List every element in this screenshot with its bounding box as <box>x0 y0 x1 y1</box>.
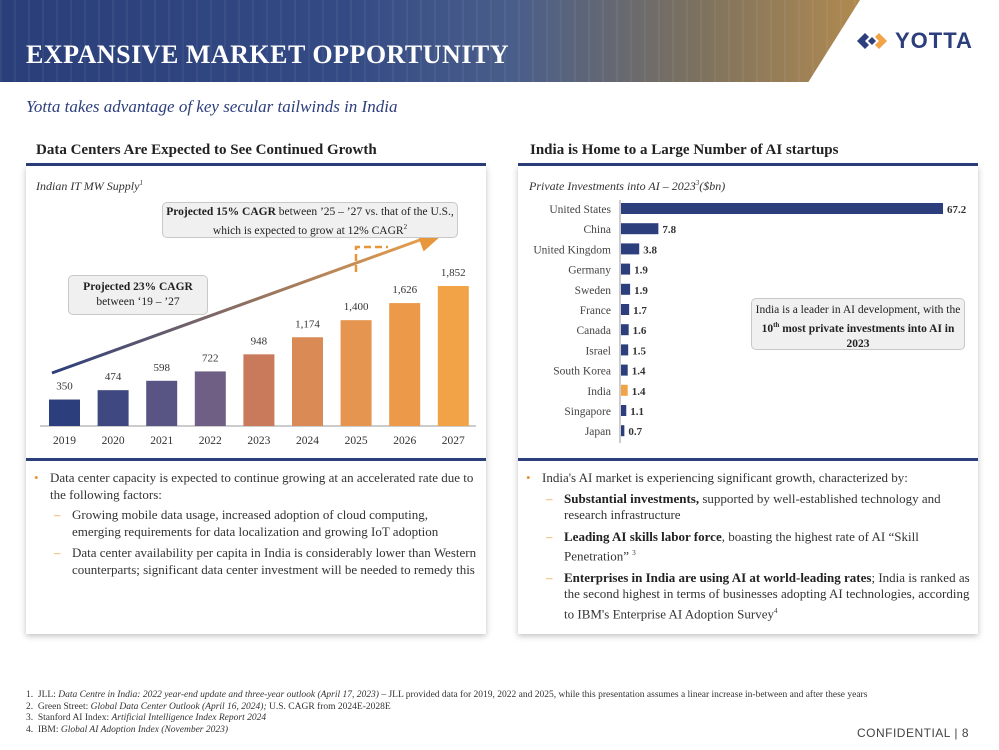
right-chart-label: Private Investments into AI – 20233($bn) <box>529 179 726 193</box>
left-sub-bullet: Data center availability per capita in I… <box>32 545 478 578</box>
confidential-page-number: CONFIDENTIAL | 8 <box>856 726 969 740</box>
footnote: 3. Stanford AI Index: Artificial Intelli… <box>26 713 267 723</box>
right-sub-bullet: Substantial investments, supported by we… <box>524 491 970 524</box>
cagr-15-callout: Projected 15% CAGR between ’25 – ’27 vs.… <box>162 202 458 238</box>
footnote: 1. JLL: Data Centre in India: 2022 year-… <box>26 690 868 700</box>
right-bullet-main: India's AI market is experiencing signif… <box>524 470 970 487</box>
page-title: EXPANSIVE MARKET OPPORTUNITY <box>26 40 510 69</box>
right-bullets: India's AI market is experiencing signif… <box>524 470 970 628</box>
header-banner: EXPANSIVE MARKET OPPORTUNITY <box>0 0 999 86</box>
left-bullet-main: Data center capacity is expected to cont… <box>32 470 478 503</box>
right-section-title: India is Home to a Large Number of AI st… <box>530 142 839 158</box>
cagr-23-callout: Projected 23% CAGR between ‘19 – ’27 <box>68 275 208 315</box>
logo-wordmark: YOTTA <box>895 28 973 53</box>
footnotes: 1. JLL: Data Centre in India: 2022 year-… <box>26 690 867 736</box>
right-sub-bullet: Enterprises in India are using AI at wor… <box>524 570 970 623</box>
india-leader-callout: India is a leader in AI development, wit… <box>751 298 965 350</box>
left-divider <box>26 458 486 461</box>
header-band <box>0 0 860 82</box>
left-section-title: Data Centers Are Expected to See Continu… <box>36 142 377 158</box>
right-section-rule <box>518 163 978 166</box>
right-divider <box>518 458 978 461</box>
left-bullets: Data center capacity is expected to cont… <box>32 470 478 583</box>
left-section-rule <box>26 163 486 166</box>
footnote: 4. IBM: Global AI Adoption Index (Novemb… <box>26 724 229 735</box>
page-subtitle: Yotta takes advantage of key secular tai… <box>26 97 398 116</box>
yotta-logo-icon <box>857 33 887 49</box>
footnote: 2. Green Street: Global Data Center Outl… <box>26 701 391 712</box>
left-sub-bullet: Growing mobile data usage, increased ado… <box>32 507 478 540</box>
left-chart-label: Indian IT MW Supply1 <box>36 179 143 193</box>
right-sub-bullet: Leading AI skills labor force, boasting … <box>524 529 970 565</box>
yotta-logo: YOTTA <box>855 28 973 54</box>
